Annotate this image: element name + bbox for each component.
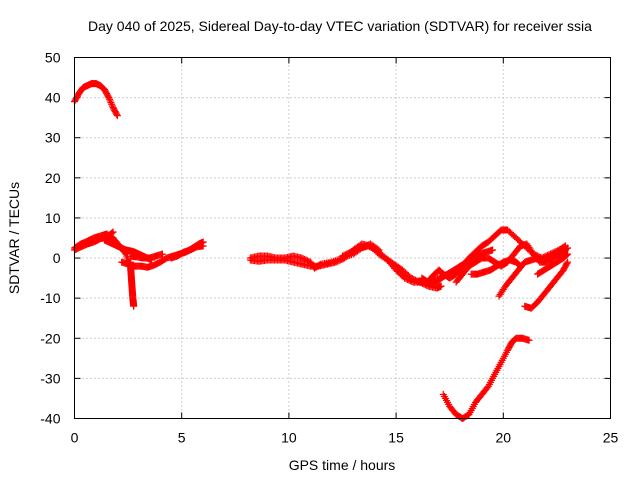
- data-point: [113, 110, 121, 118]
- x-tick-label: 20: [496, 430, 512, 446]
- data-point: [113, 112, 121, 120]
- series-arc-s: [534, 250, 572, 278]
- series-arc-o: [439, 334, 533, 422]
- data-point: [562, 251, 570, 259]
- y-axis-label: SDTVAR / TECUs: [6, 182, 22, 294]
- data-point: [108, 229, 116, 237]
- series-arc-r: [521, 258, 572, 312]
- series-arc-a: [71, 80, 121, 120]
- data-point: [199, 242, 207, 250]
- data-point: [130, 302, 138, 310]
- y-tick-label: 10: [45, 210, 61, 226]
- series-arc-g: [126, 250, 166, 262]
- data-point: [109, 228, 117, 236]
- y-tick-label: -30: [40, 370, 60, 386]
- data-point: [437, 282, 445, 290]
- data-point: [108, 102, 116, 110]
- y-tick-label: 30: [45, 130, 61, 146]
- data-point: [489, 246, 497, 254]
- series-arc-q: [467, 256, 524, 278]
- data-point: [564, 258, 572, 266]
- data-point: [564, 244, 572, 252]
- data-point: [105, 94, 113, 102]
- y-tick-label: -10: [40, 290, 60, 306]
- y-tick-label: 20: [45, 170, 61, 186]
- x-axis-label: GPS time / hours: [289, 457, 396, 473]
- data-point: [563, 259, 571, 267]
- data-point: [563, 251, 571, 259]
- x-tick-label: 5: [178, 430, 186, 446]
- x-tick-label: 25: [603, 430, 619, 446]
- data-point: [104, 92, 112, 100]
- y-tick-label: -40: [40, 411, 60, 427]
- data-point: [106, 97, 114, 105]
- y-tick-label: 50: [45, 50, 61, 66]
- chart-title: Day 040 of 2025, Sidereal Day-to-day VTE…: [88, 18, 592, 34]
- data-point: [525, 336, 533, 344]
- data-point: [106, 95, 114, 103]
- y-tick-label: 0: [53, 250, 61, 266]
- data-point: [515, 261, 523, 269]
- data-marks: [71, 80, 572, 422]
- y-tick-label: 40: [45, 90, 61, 106]
- plot-frame: [74, 57, 611, 419]
- data-point: [108, 100, 116, 108]
- data-point: [564, 250, 572, 258]
- grid-lines: [74, 57, 611, 419]
- x-tick-label: 0: [71, 430, 79, 446]
- y-tick-label: -20: [40, 330, 60, 346]
- x-tick-label: 15: [388, 430, 404, 446]
- x-tick-label: 10: [281, 430, 297, 446]
- data-point: [516, 262, 524, 270]
- series-arc-h: [167, 242, 207, 262]
- data-point: [516, 261, 524, 269]
- data-point: [107, 99, 115, 107]
- data-point: [158, 250, 166, 258]
